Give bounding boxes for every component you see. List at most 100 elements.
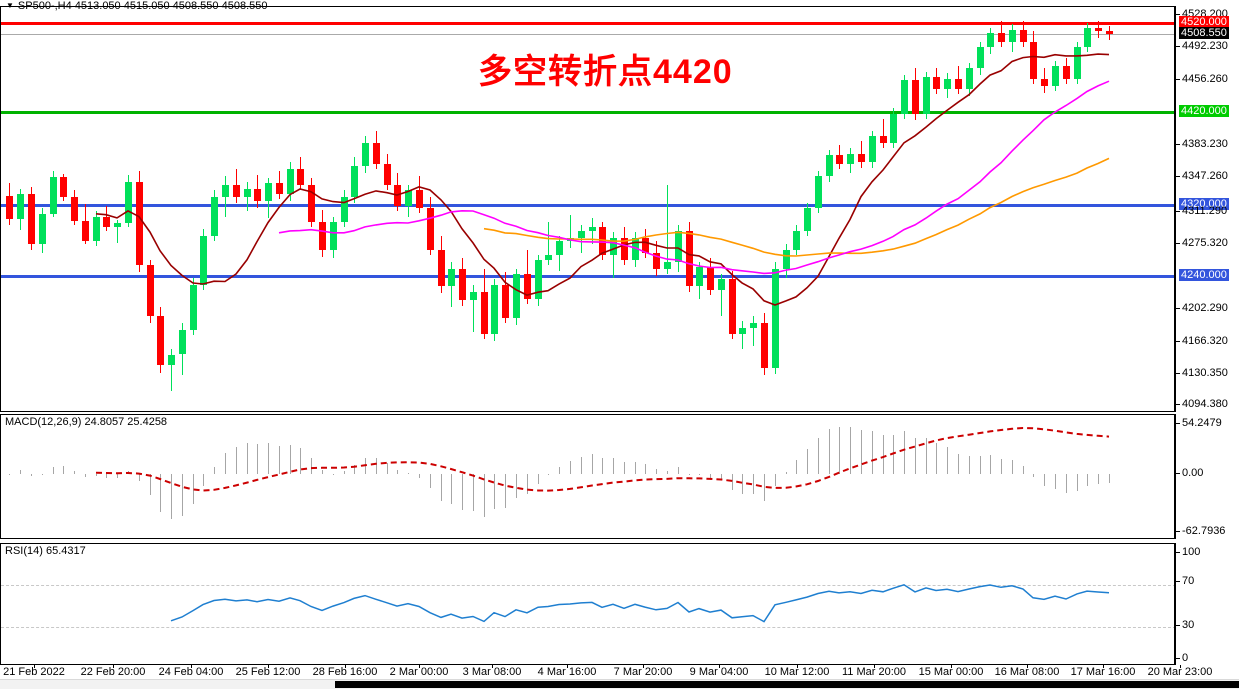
candle-body[interactable]	[686, 230, 693, 287]
candle-body[interactable]	[1084, 27, 1091, 48]
candle-body[interactable]	[793, 230, 800, 250]
candle-body[interactable]	[147, 265, 154, 317]
candle-body[interactable]	[319, 221, 326, 250]
candle-body[interactable]	[535, 260, 542, 299]
candle-body[interactable]	[265, 183, 272, 201]
candle-body[interactable]	[804, 207, 811, 231]
candle-body[interactable]	[341, 197, 348, 222]
candle-body[interactable]	[125, 181, 132, 223]
time-axis[interactable]: 21 Feb 2022 22 Feb 20:00 24 Feb 04:00 25 Fe…	[0, 665, 1239, 678]
candle-body[interactable]	[211, 197, 218, 236]
candle-body[interactable]	[114, 222, 121, 228]
candle-body[interactable]	[524, 274, 531, 299]
level-line-resistance-4520[interactable]	[1, 22, 1174, 25]
candle-body[interactable]	[664, 261, 671, 269]
candle-body[interactable]	[718, 279, 725, 290]
candle-body[interactable]	[750, 323, 757, 329]
candle-body[interactable]	[998, 33, 1005, 42]
candle-body[interactable]	[39, 213, 46, 245]
candle-body[interactable]	[491, 284, 498, 334]
candle-body[interactable]	[642, 237, 649, 254]
candle-body[interactable]	[890, 113, 897, 144]
candle-body[interactable]	[416, 190, 423, 208]
candle-body[interactable]	[729, 279, 736, 334]
candle-body[interactable]	[966, 68, 973, 90]
candle-body[interactable]	[244, 188, 251, 198]
candle-body[interactable]	[384, 164, 391, 186]
candle-body[interactable]	[438, 249, 445, 287]
candle-body[interactable]	[675, 230, 682, 262]
candle-body[interactable]	[1063, 66, 1070, 79]
candle-body[interactable]	[783, 249, 790, 269]
candle-body[interactable]	[1095, 27, 1102, 32]
candle-body[interactable]	[589, 227, 596, 231]
price-plot-area[interactable]	[1, 7, 1174, 411]
candle-body[interactable]	[944, 78, 951, 90]
candle-body[interactable]	[901, 80, 908, 114]
candle-body[interactable]	[621, 237, 628, 261]
candle-body[interactable]	[987, 33, 994, 48]
candle-body[interactable]	[254, 188, 261, 201]
candle-body[interactable]	[190, 284, 197, 331]
candle-body[interactable]	[610, 237, 617, 255]
rsi-axis[interactable]: 100 70 30 0	[1175, 543, 1239, 665]
candle-body[interactable]	[578, 230, 585, 238]
candle-body[interactable]	[869, 136, 876, 163]
candle-body[interactable]	[556, 240, 563, 255]
candle-body[interactable]	[923, 76, 930, 114]
rsi-panel[interactable]: RSI(14) 65.4317	[0, 543, 1175, 665]
candle-body[interactable]	[50, 177, 57, 214]
candle-body[interactable]	[448, 268, 455, 287]
candle-body[interactable]	[168, 354, 175, 365]
level-line-support-4240[interactable]	[1, 275, 1174, 278]
candle-body[interactable]	[1106, 31, 1113, 35]
candle-body[interactable]	[71, 197, 78, 221]
candle-body[interactable]	[470, 291, 477, 301]
candle-body[interactable]	[545, 254, 552, 261]
candle-body[interactable]	[233, 185, 240, 198]
chevron-down-icon[interactable]: ▼	[6, 1, 14, 10]
candle-body[interactable]	[405, 190, 412, 207]
candle-body[interactable]	[707, 267, 714, 290]
candle-body[interactable]	[103, 216, 110, 228]
candle-body[interactable]	[955, 78, 962, 90]
candle-body[interactable]	[373, 143, 380, 165]
price-chart-panel[interactable]	[0, 6, 1175, 412]
candle-body[interactable]	[653, 253, 660, 269]
candle-body[interactable]	[481, 291, 488, 334]
candle-body[interactable]	[222, 185, 229, 198]
candle-body[interactable]	[200, 235, 207, 285]
candle-body[interactable]	[82, 220, 89, 241]
price-axis[interactable]: 4528.200 4520.000 4508.550 4492.230 4456.260…	[1175, 6, 1239, 412]
horizontal-scrollbar[interactable]	[0, 679, 1239, 689]
candle-body[interactable]	[977, 47, 984, 69]
candle-body[interactable]	[858, 153, 865, 163]
candle-body[interactable]	[847, 153, 854, 165]
candle-body[interactable]	[1052, 66, 1059, 86]
candle-body[interactable]	[836, 155, 843, 165]
candle-body[interactable]	[1030, 41, 1037, 79]
macd-plot-area[interactable]	[1, 415, 1174, 538]
candle-body[interactable]	[739, 328, 746, 334]
candle-body[interactable]	[1074, 47, 1081, 79]
candle-body[interactable]	[826, 155, 833, 177]
candle-body[interactable]	[912, 80, 919, 114]
candle-body[interactable]	[880, 136, 887, 144]
candle-body[interactable]	[502, 284, 509, 318]
candle-body[interactable]	[6, 195, 13, 220]
candle-body[interactable]	[761, 323, 768, 369]
candle-body[interactable]	[933, 76, 940, 90]
candle-body[interactable]	[1020, 29, 1027, 42]
candle-body[interactable]	[459, 268, 466, 301]
candle-body[interactable]	[351, 165, 358, 198]
candle-body[interactable]	[308, 185, 315, 222]
candle-body[interactable]	[297, 169, 304, 186]
candle-body[interactable]	[362, 143, 369, 166]
candle-body[interactable]	[599, 227, 606, 255]
level-line-support-4320[interactable]	[1, 204, 1174, 207]
rsi-plot-area[interactable]	[1, 544, 1174, 664]
candle-body[interactable]	[287, 169, 294, 194]
candle-body[interactable]	[276, 183, 283, 194]
macd-axis[interactable]: 54.2479 0.00 -62.7936	[1175, 414, 1239, 539]
candle-body[interactable]	[427, 207, 434, 250]
